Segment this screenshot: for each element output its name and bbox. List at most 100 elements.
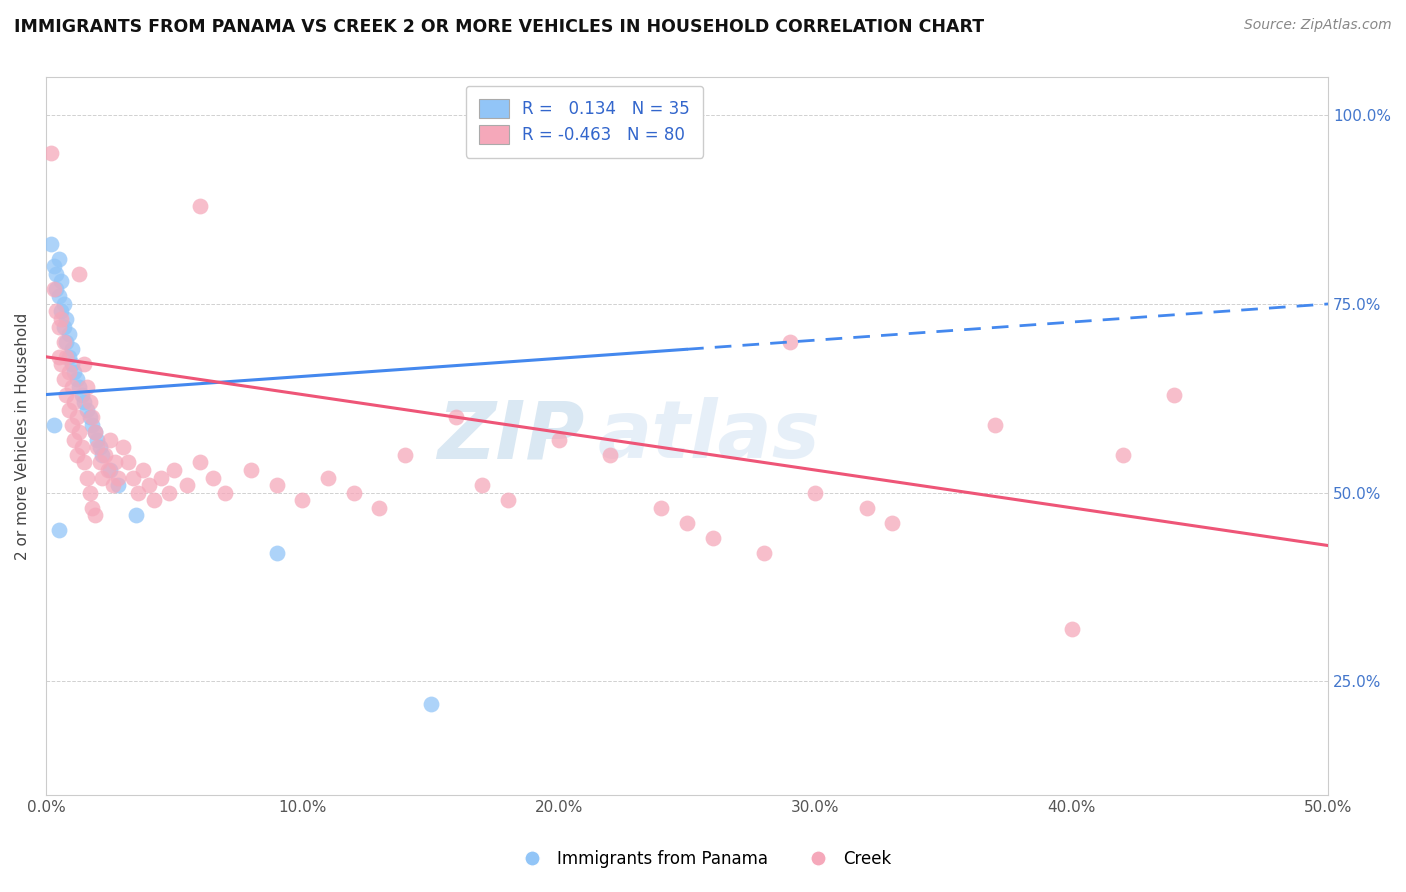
Point <box>98 433 121 447</box>
Point <box>122 470 145 484</box>
Point <box>176 478 198 492</box>
Point <box>79 485 101 500</box>
Point <box>86 433 108 447</box>
Point <box>83 508 105 523</box>
Text: Source: ZipAtlas.com: Source: ZipAtlas.com <box>1244 18 1392 32</box>
Point <box>70 387 93 401</box>
Point <box>316 470 339 484</box>
Point <box>58 365 80 379</box>
Point <box>446 410 468 425</box>
Point <box>142 493 165 508</box>
Point <box>419 697 441 711</box>
Point <box>52 372 75 386</box>
Point <box>45 282 67 296</box>
Point <box>117 455 139 469</box>
Point <box>240 463 263 477</box>
Point <box>55 334 77 349</box>
Point <box>39 145 62 160</box>
Point <box>52 319 75 334</box>
Point <box>266 478 288 492</box>
Point <box>42 417 65 432</box>
Point <box>188 199 211 213</box>
Point <box>79 395 101 409</box>
Point <box>39 236 62 251</box>
Point <box>76 380 98 394</box>
Point <box>55 350 77 364</box>
Point <box>58 327 80 342</box>
Point <box>51 304 73 318</box>
Point <box>42 259 65 273</box>
Point <box>650 500 672 515</box>
Point <box>702 531 724 545</box>
Point <box>1060 622 1083 636</box>
Point <box>52 297 75 311</box>
Point <box>66 410 89 425</box>
Point <box>1112 448 1135 462</box>
Point <box>368 500 391 515</box>
Point <box>73 455 96 469</box>
Point <box>76 470 98 484</box>
Legend: Immigrants from Panama, Creek: Immigrants from Panama, Creek <box>509 844 897 875</box>
Legend: R =   0.134   N = 35, R = -0.463   N = 80: R = 0.134 N = 35, R = -0.463 N = 80 <box>465 86 703 158</box>
Point <box>79 410 101 425</box>
Point <box>52 334 75 349</box>
Point <box>63 433 86 447</box>
Point <box>1163 387 1185 401</box>
Point <box>86 441 108 455</box>
Point <box>496 493 519 508</box>
Point <box>82 417 104 432</box>
Text: IMMIGRANTS FROM PANAMA VS CREEK 2 OR MORE VEHICLES IN HOUSEHOLD CORRELATION CHAR: IMMIGRANTS FROM PANAMA VS CREEK 2 OR MOR… <box>14 18 984 36</box>
Point <box>67 380 90 394</box>
Point <box>111 441 134 455</box>
Point <box>76 402 98 417</box>
Point <box>188 455 211 469</box>
Point <box>779 334 801 349</box>
Point <box>48 252 70 266</box>
Point <box>91 470 114 484</box>
Point <box>107 470 129 484</box>
Point <box>55 387 77 401</box>
Point <box>60 357 83 371</box>
Point <box>63 365 86 379</box>
Point <box>291 493 314 508</box>
Point <box>45 304 67 318</box>
Point <box>343 485 366 500</box>
Point <box>471 478 494 492</box>
Point <box>58 402 80 417</box>
Text: atlas: atlas <box>598 397 820 475</box>
Point <box>676 516 699 530</box>
Point <box>67 425 90 440</box>
Point <box>66 448 89 462</box>
Point <box>45 267 67 281</box>
Point <box>96 463 118 477</box>
Point <box>48 350 70 364</box>
Point <box>51 274 73 288</box>
Y-axis label: 2 or more Vehicles in Household: 2 or more Vehicles in Household <box>15 312 30 559</box>
Point <box>547 433 569 447</box>
Point <box>63 395 86 409</box>
Point <box>163 463 186 477</box>
Point <box>107 478 129 492</box>
Point <box>91 448 114 462</box>
Point <box>98 463 121 477</box>
Point <box>132 463 155 477</box>
Point <box>55 312 77 326</box>
Point <box>82 500 104 515</box>
Point <box>60 380 83 394</box>
Point <box>42 282 65 296</box>
Point <box>94 448 117 462</box>
Point <box>48 524 70 538</box>
Point <box>51 357 73 371</box>
Point <box>984 417 1007 432</box>
Point <box>73 395 96 409</box>
Point <box>599 448 621 462</box>
Point <box>752 546 775 560</box>
Point <box>83 425 105 440</box>
Point <box>51 312 73 326</box>
Point <box>127 485 149 500</box>
Point <box>150 470 173 484</box>
Point <box>70 441 93 455</box>
Point <box>266 546 288 560</box>
Point <box>89 455 111 469</box>
Point <box>67 267 90 281</box>
